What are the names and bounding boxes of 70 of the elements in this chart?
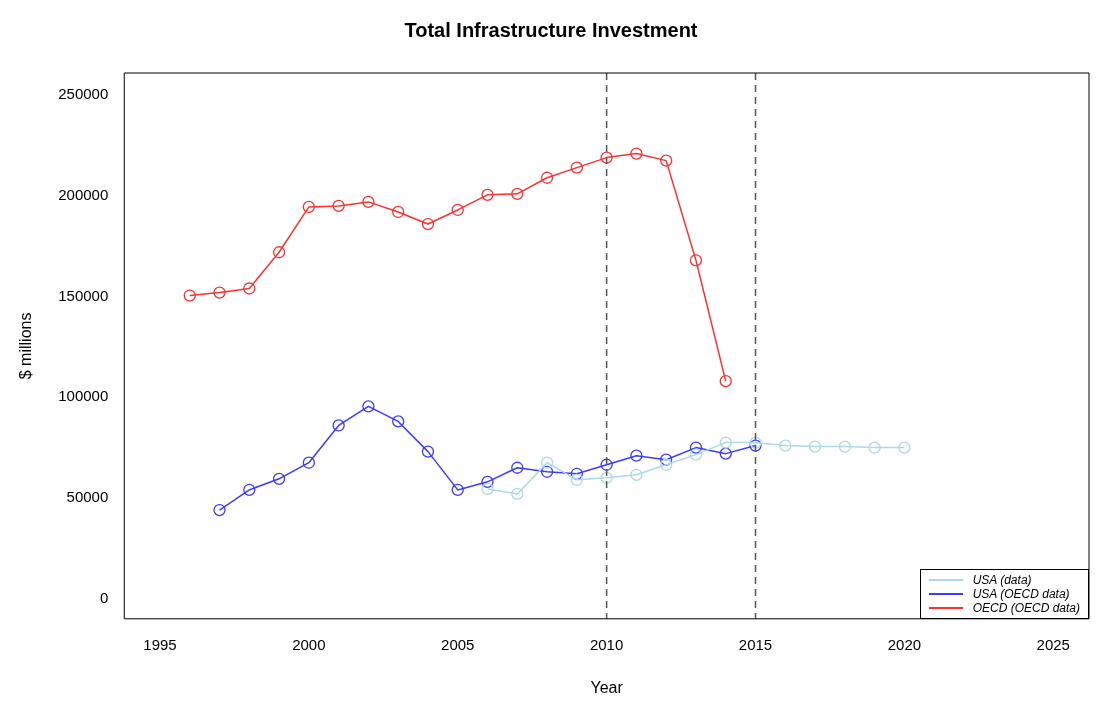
- y-tick-label: 50000: [66, 488, 109, 506]
- point: [511, 487, 524, 501]
- point: [421, 445, 435, 458]
- legend-label: OECD (OECD data): [972, 600, 1080, 615]
- x-tick-label: 2025: [1036, 635, 1070, 653]
- point: [392, 415, 405, 428]
- point: [719, 436, 732, 449]
- point: [660, 458, 673, 471]
- point: [779, 439, 792, 452]
- point: [600, 458, 613, 471]
- point: [362, 195, 375, 209]
- point: [481, 482, 494, 496]
- point: [689, 448, 703, 461]
- x-tick-label: 2020: [887, 635, 922, 653]
- x-tick-label: 2010: [589, 635, 624, 653]
- point: [243, 282, 256, 295]
- point: [600, 151, 613, 164]
- point: [272, 472, 286, 485]
- x-tick-label: 2015: [738, 635, 773, 653]
- point: [272, 246, 286, 259]
- x-tick-label: 2000: [292, 635, 326, 653]
- point: [868, 441, 881, 454]
- point: [838, 440, 851, 453]
- y-axis-title: $ millions: [17, 312, 35, 380]
- point: [451, 203, 464, 217]
- point: [243, 483, 256, 497]
- point: [392, 205, 405, 219]
- point: [630, 449, 643, 462]
- point: [362, 400, 375, 413]
- point: [689, 441, 703, 454]
- y-tick-label: 250000: [58, 85, 109, 103]
- legend-label: USA (data): [972, 572, 1032, 587]
- point: [213, 503, 226, 517]
- x-tick-label: 1995: [143, 635, 177, 653]
- point: [481, 188, 494, 201]
- point: [511, 187, 524, 200]
- y-tick-label: 100000: [58, 387, 109, 405]
- point: [570, 473, 583, 486]
- point: [570, 161, 583, 174]
- point: [719, 375, 732, 388]
- legend-label: USA (OECD data): [972, 586, 1070, 601]
- point: [183, 289, 196, 302]
- point: [600, 471, 613, 484]
- point: [421, 217, 435, 231]
- point: [540, 171, 554, 184]
- point: [540, 456, 554, 469]
- y-tick-label: 200000: [58, 186, 109, 203]
- point: [481, 475, 494, 488]
- point: [630, 147, 643, 160]
- y-tick-label: 0: [99, 588, 109, 606]
- point: [898, 441, 911, 454]
- point: [540, 465, 554, 478]
- point: [302, 456, 316, 469]
- point: [660, 453, 673, 466]
- point: [213, 286, 226, 299]
- point: [630, 468, 643, 481]
- point: [302, 200, 316, 214]
- point: [689, 254, 703, 267]
- point: [660, 154, 673, 167]
- point: [451, 483, 464, 497]
- x-axis-title: Year: [590, 678, 624, 696]
- x-tick-label: 2005: [441, 635, 475, 653]
- point: [511, 461, 524, 474]
- chart-title: Total Infrastructure Investment: [404, 18, 698, 41]
- point: [719, 447, 732, 460]
- point: [332, 419, 345, 432]
- y-tick-label: 150000: [58, 286, 109, 304]
- point: [808, 440, 822, 453]
- point: [570, 467, 583, 480]
- point: [332, 199, 345, 213]
